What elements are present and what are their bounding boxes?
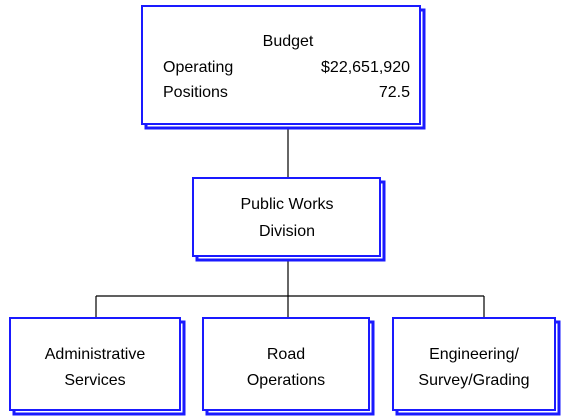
node-label: Division [259,223,315,240]
row-value: 72.5 [379,84,410,101]
node-label: Road [267,346,305,363]
row-value: $22,651,920 [321,59,410,76]
unit-box [9,317,181,411]
node-label: Budget [263,33,314,50]
node-label: Administrative [45,346,146,363]
node-label: Survey/Grading [418,372,529,389]
unit-box [202,317,370,411]
node-label: Engineering/ [429,346,519,363]
node-label: Operations [247,372,325,389]
node-label: Services [64,372,125,389]
division-box [192,177,381,257]
row-name: Operating [163,59,233,76]
node-label: Public Works [240,196,333,213]
budget-box [141,5,421,125]
row-name: Positions [163,84,228,101]
unit-box [392,317,556,411]
